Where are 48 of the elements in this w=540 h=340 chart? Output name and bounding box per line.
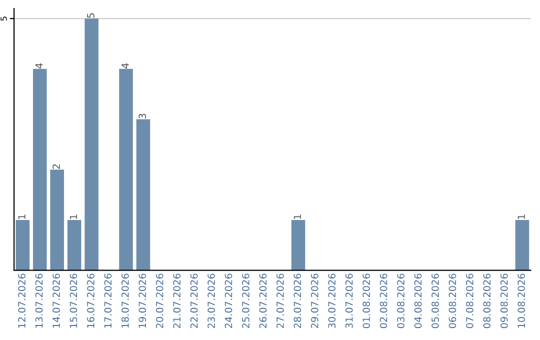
x-tick-label: 28.07.2026: [294, 274, 302, 328]
data-label: 1: [518, 214, 525, 219]
x-tick-label: 25.07.2026: [242, 274, 250, 328]
x-tick-label: 18.07.2026: [121, 274, 129, 328]
bar: [16, 220, 30, 270]
x-tick-label: 22.07.2026: [190, 274, 198, 328]
bar: [84, 18, 98, 270]
x-tick-label: 03.08.2026: [397, 274, 404, 328]
x-tick-label: 20.07.2026: [156, 274, 164, 328]
x-tick-label: 24.07.2026: [224, 274, 232, 328]
x-tick-label: 10.08.2026: [518, 274, 526, 328]
data-label: 2: [52, 164, 60, 169]
x-tick-label: 08.08.2026: [483, 274, 491, 328]
x-tick-label: 29.07.2026: [310, 274, 318, 328]
data-label: 1: [294, 214, 301, 219]
bar: [515, 220, 530, 270]
data-label: 1: [18, 214, 26, 219]
bar: [136, 119, 150, 270]
x-tick-label: 15.07.2026: [70, 274, 78, 328]
bar: [32, 68, 47, 270]
x-tick-label: 21.07.2026: [173, 274, 181, 328]
x-tick-label: 12.07.2026: [18, 274, 26, 328]
bar: [50, 170, 64, 270]
data-label: 5: [87, 13, 94, 18]
x-tick-label: 04.08.2026: [414, 274, 422, 328]
data-label: 1: [70, 214, 78, 219]
x-tick-label: 30.07.2026: [328, 274, 336, 328]
x-tick-label: 05.08.2026: [432, 274, 439, 328]
x-tick-label: 23.07.2026: [208, 274, 215, 328]
x-tick-label: 26.07.2026: [259, 274, 267, 328]
x-tick-label: 02.08.2026: [380, 274, 388, 328]
bar: [67, 220, 82, 270]
x-tick-label: 19.07.2026: [138, 274, 146, 328]
x-tick-label: 09.08.2026: [500, 274, 508, 328]
bar: [119, 68, 133, 270]
x-tick-label: 01.08.2026: [362, 274, 370, 328]
data-label: 3: [138, 114, 146, 119]
bar: [291, 220, 306, 270]
x-tick-label: 16.07.2026: [87, 274, 94, 328]
x-tick-label: 13.07.2026: [35, 274, 43, 328]
x-tick-label: 27.07.2026: [276, 274, 284, 328]
data-label: 4: [122, 63, 129, 68]
data-label: 4: [35, 63, 43, 68]
x-tick-label: 31.07.2026: [345, 274, 353, 328]
x-tick-label: 17.07.2026: [104, 274, 112, 328]
x-tick-label: 14.07.2026: [52, 274, 60, 328]
x-tick-label: 06.08.2026: [448, 274, 456, 328]
x-tick-label: 07.08.2026: [466, 274, 474, 328]
